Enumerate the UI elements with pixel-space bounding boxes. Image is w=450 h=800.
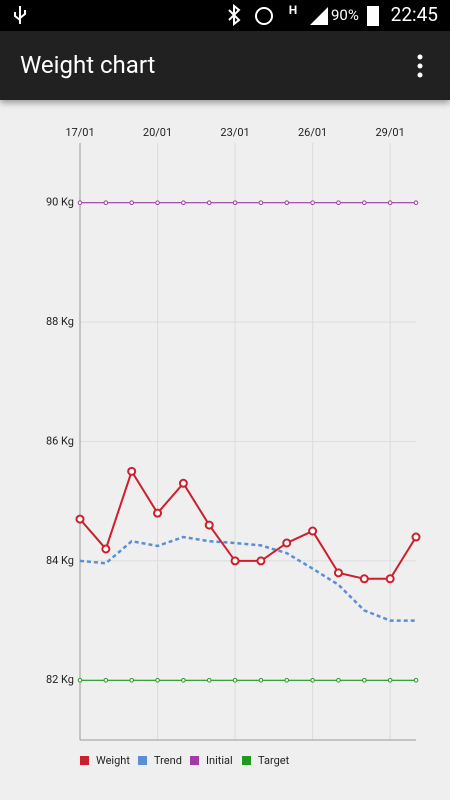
x-tick-label: 17/01: [65, 126, 94, 139]
data-point: [103, 200, 109, 205]
data-point: [362, 678, 367, 683]
data-point: [387, 678, 393, 683]
data-point: [206, 200, 212, 205]
legend-label: Initial: [206, 754, 233, 767]
data-point: [362, 200, 367, 205]
data-point: [232, 678, 238, 683]
clock: 22:45: [391, 3, 438, 26]
y-tick-label: 82 Kg: [46, 673, 74, 686]
data-point: [153, 508, 163, 518]
data-point: [258, 678, 264, 683]
x-tick-label: 29/01: [376, 126, 405, 139]
data-point: [181, 678, 186, 683]
data-point: [284, 678, 290, 683]
legend-swatch: [80, 756, 89, 765]
data-point: [129, 200, 134, 205]
data-point: [256, 556, 266, 566]
x-tick-label: 23/01: [220, 126, 249, 139]
data-point: [204, 520, 214, 530]
legend-label: Weight: [96, 754, 130, 767]
data-point: [75, 514, 85, 524]
status-icons: H 90% 22:45: [14, 3, 438, 27]
x-tick-label: 20/01: [143, 126, 172, 139]
y-tick-label: 88 Kg: [46, 315, 74, 328]
legend-label: Target: [258, 754, 290, 767]
data-point: [385, 574, 395, 584]
data-point: [310, 678, 315, 683]
data-point: [310, 200, 315, 205]
battery-icon: [367, 6, 379, 26]
legend-swatch: [190, 756, 199, 765]
data-point: [308, 526, 318, 536]
data-point: [77, 678, 83, 683]
data-point: [181, 200, 186, 205]
y-tick-label: 86 Kg: [46, 434, 74, 447]
chart: 82 Kg 84 Kg 86 Kg 88 Kg 90 Kg 17/01 20/01 23/01…: [46, 126, 421, 767]
app-title: Weight chart: [20, 51, 156, 79]
signal-icon: [310, 7, 328, 25]
legend-label: Trend: [154, 754, 182, 767]
data-point: [336, 200, 341, 205]
usb-icon: [14, 6, 26, 24]
series-line: [79, 535, 416, 622]
data-point: [232, 200, 238, 205]
data-point: [127, 466, 137, 476]
legend-swatch: [138, 756, 147, 765]
data-point: [336, 678, 341, 683]
data-point: [155, 200, 160, 205]
x-tick-label: 26/01: [298, 126, 327, 139]
data-point: [206, 678, 212, 683]
data-point: [411, 532, 421, 542]
data-point: [258, 200, 264, 205]
data-point: [387, 200, 393, 205]
app-bar: Weight chart: [0, 31, 450, 100]
data-point: [282, 538, 292, 548]
data-point: [413, 200, 419, 205]
data-point: [103, 678, 109, 683]
alarm-icon: [255, 7, 273, 25]
y-tick-label: 90 Kg: [46, 196, 74, 209]
data-point: [413, 678, 419, 683]
y-tick-label: 84 Kg: [46, 554, 74, 567]
data-point: [77, 200, 83, 205]
bluetooth-icon: [228, 3, 241, 27]
data-point: [333, 568, 343, 578]
data-point: [155, 678, 160, 683]
data-point: [129, 678, 134, 683]
data-point: [359, 574, 369, 584]
network-type: H: [289, 3, 297, 17]
legend-swatch: [242, 756, 251, 765]
battery-percent: 90%: [331, 6, 359, 24]
overflow-menu[interactable]: [410, 52, 430, 82]
data-point: [284, 200, 290, 205]
data-point: [178, 478, 188, 488]
data-point: [101, 544, 111, 554]
status-bar: H 90% 22:45: [0, 0, 450, 31]
series-line: [79, 469, 417, 580]
data-point: [230, 556, 240, 566]
